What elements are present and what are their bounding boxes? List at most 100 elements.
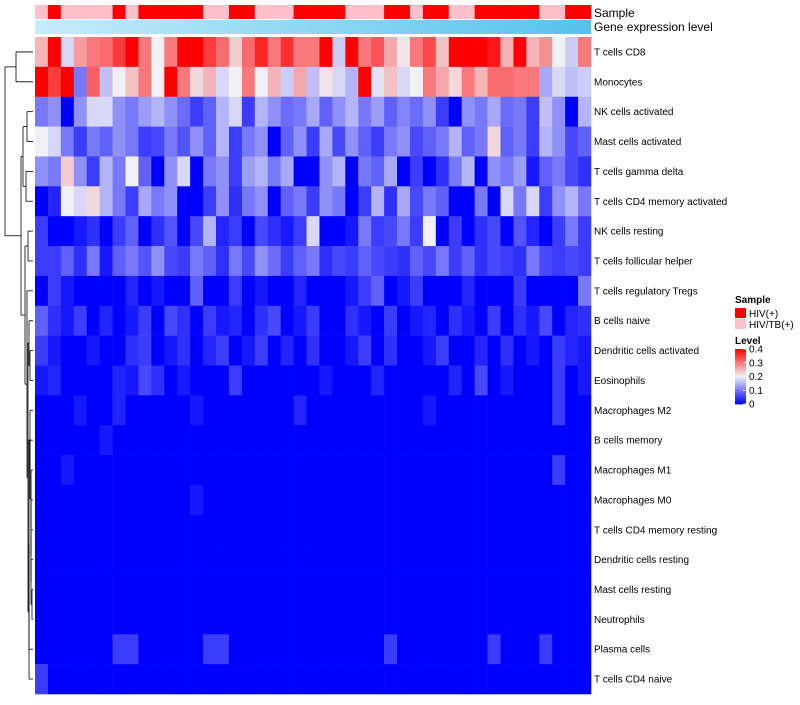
heatmap-cell	[539, 126, 553, 157]
heatmap-cell	[319, 484, 333, 516]
heatmap-cell	[112, 216, 126, 247]
heatmap-cell	[552, 216, 566, 247]
heatmap-cell	[371, 544, 385, 575]
heatmap-cell	[151, 246, 165, 277]
heatmap-cell	[190, 96, 204, 127]
heatmap-cell	[241, 425, 256, 456]
heatmap-cell	[461, 275, 475, 307]
heatmap-cell	[60, 216, 75, 247]
heatmap-cell	[35, 425, 49, 456]
heatmap-cell	[332, 126, 346, 157]
heatmap-cell	[500, 186, 514, 217]
heatmap-cell	[112, 574, 126, 605]
heatmap-cell	[254, 246, 269, 277]
heatmap-cell	[565, 484, 579, 516]
heatmap-cell	[216, 66, 230, 98]
heatmap-cell	[448, 335, 462, 366]
heatmap-cell	[422, 186, 437, 217]
heatmap-cell	[73, 305, 88, 336]
heatmap-cell	[319, 96, 333, 127]
heatmap-cell	[332, 664, 346, 695]
heatmap-cell	[513, 395, 527, 426]
heatmap-cell	[99, 216, 113, 247]
heatmap-cell	[435, 365, 450, 396]
heatmap-cell	[578, 66, 592, 98]
heatmap-cell	[138, 275, 152, 307]
heatmap-cell	[513, 66, 527, 98]
heatmap-cell	[254, 216, 269, 247]
row-label: Macrophages M1	[594, 466, 672, 477]
heatmap-cell	[435, 186, 450, 217]
heatmap-cell	[267, 664, 281, 695]
row-label: T cells CD8	[594, 47, 646, 58]
heatmap-cell	[319, 425, 333, 456]
heatmap-cell	[138, 544, 152, 575]
heatmap-cell	[552, 425, 566, 456]
heatmap-cell	[474, 37, 488, 68]
heatmap-cell	[306, 335, 320, 366]
heatmap-cell	[565, 156, 579, 187]
heatmap-cell	[422, 275, 437, 307]
heatmap-cell	[526, 186, 540, 217]
heatmap-cell	[35, 186, 49, 217]
heatmap-cell	[138, 126, 152, 157]
heatmap-cell	[513, 305, 527, 336]
heatmap-cell	[345, 664, 359, 695]
heatmap-cell	[578, 604, 592, 635]
heatmap-cell	[319, 305, 333, 336]
heatmap-cell	[241, 604, 256, 635]
heatmap-cell	[47, 66, 62, 98]
heatmap-cell	[203, 365, 217, 396]
heatmap-cell	[384, 365, 398, 396]
heatmap-cell	[190, 186, 204, 217]
heatmap-cell	[539, 156, 553, 187]
heatmap-cell	[461, 455, 475, 486]
heatmap-cell	[293, 634, 307, 665]
heatmap-cell	[267, 574, 281, 605]
heatmap-cell	[397, 216, 411, 247]
heatmap-cell	[384, 634, 398, 665]
heatmap-cell	[228, 156, 243, 187]
heatmap-cell	[409, 425, 424, 456]
heatmap-cell	[151, 96, 165, 127]
heatmap-cell	[448, 37, 462, 68]
heatmap-cell	[435, 216, 450, 247]
heatmap-cell	[73, 335, 88, 366]
colorbar-tick-label: 0.3	[749, 358, 763, 369]
heatmap-cell	[461, 335, 475, 366]
heatmap-cells	[35, 37, 592, 695]
heatmap-cell	[345, 186, 359, 217]
sample-annotation-cell	[306, 5, 320, 19]
heatmap-cell	[384, 514, 398, 545]
heatmap-cell	[164, 305, 178, 336]
heatmap-cell	[448, 365, 462, 396]
heatmap-cell	[422, 425, 437, 456]
heatmap-cell	[60, 604, 75, 635]
heatmap-cell	[409, 126, 424, 157]
heatmap-cell	[267, 634, 281, 665]
row-label: T cells gamma delta	[594, 167, 684, 178]
heatmap-cell	[448, 664, 462, 695]
heatmap-cell	[565, 365, 579, 396]
heatmap-cell	[60, 365, 75, 396]
heatmap-cell	[513, 544, 527, 575]
row-label: T cells CD4 memory activated	[594, 197, 727, 208]
heatmap-cell	[280, 574, 294, 605]
heatmap-cell	[448, 455, 462, 486]
heatmap-cell	[99, 37, 113, 68]
heatmap-cell	[86, 66, 100, 98]
heatmap-cell	[125, 455, 139, 486]
sample-annotation-cell	[526, 5, 540, 19]
heatmap-cell	[60, 425, 75, 456]
heatmap-cell	[435, 246, 450, 277]
heatmap-cell	[306, 395, 320, 426]
heatmap-cell	[35, 275, 49, 307]
heatmap-cell	[409, 395, 424, 426]
heatmap-cell	[254, 425, 269, 456]
heatmap-cell	[228, 126, 243, 157]
heatmap-cell	[138, 664, 152, 695]
heatmap-cell	[125, 186, 139, 217]
heatmap-cell	[500, 246, 514, 277]
heatmap-cell	[358, 96, 372, 127]
heatmap-cell	[60, 186, 75, 217]
